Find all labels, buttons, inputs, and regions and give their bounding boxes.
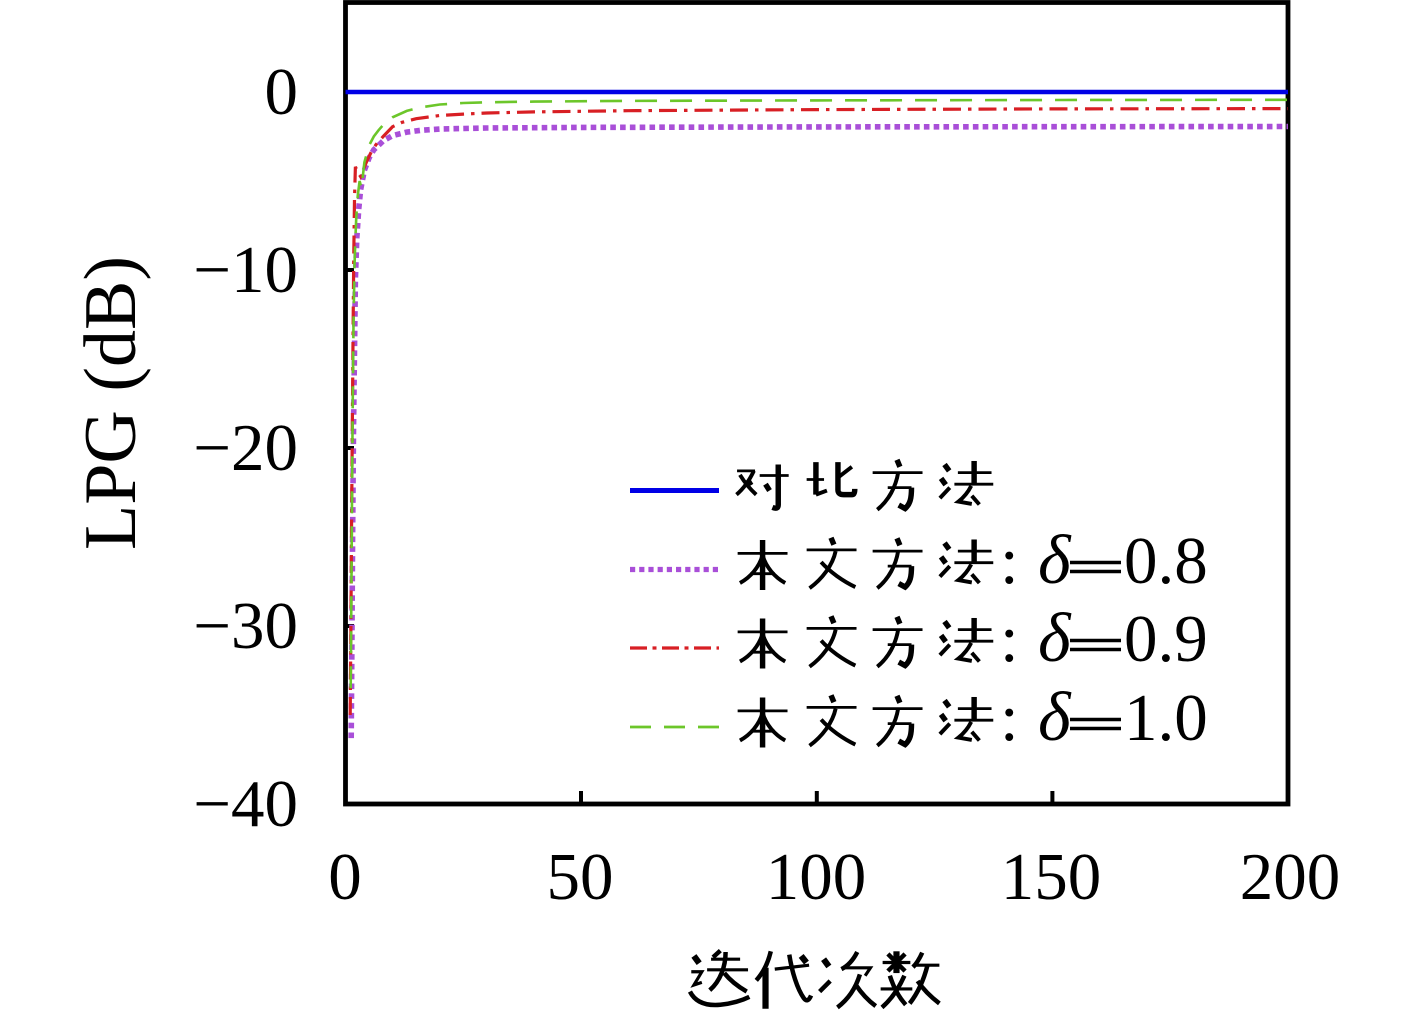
svg-text:δ: δ — [1038, 522, 1072, 599]
svg-text:−10: −10 — [193, 233, 298, 307]
svg-text:−20: −20 — [193, 411, 298, 485]
svg-text:200: 200 — [1240, 840, 1341, 914]
svg-text:100: 100 — [766, 840, 867, 914]
svg-text::: : — [1000, 602, 1019, 676]
svg-text:0.8: 0.8 — [1124, 524, 1208, 598]
svg-text:0: 0 — [328, 840, 362, 914]
svg-text::: : — [1000, 524, 1019, 598]
svg-text:0: 0 — [265, 55, 299, 129]
svg-text:LPG (dB): LPG (dB) — [70, 256, 152, 550]
svg-text:150: 150 — [1001, 840, 1102, 914]
svg-text:−30: −30 — [193, 589, 298, 663]
svg-text:−40: −40 — [193, 767, 298, 841]
svg-text:1.0: 1.0 — [1124, 681, 1208, 755]
svg-text:δ: δ — [1038, 600, 1072, 677]
svg-text:50: 50 — [547, 840, 614, 914]
svg-text:0.9: 0.9 — [1124, 602, 1208, 676]
svg-text:δ: δ — [1038, 679, 1072, 756]
svg-text::: : — [1000, 681, 1019, 755]
